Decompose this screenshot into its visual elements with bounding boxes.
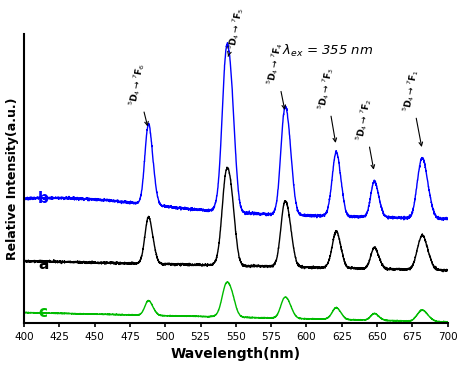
- Text: $^5$D$_4$$\rightarrow$$^7$F$_6$: $^5$D$_4$$\rightarrow$$^7$F$_6$: [126, 61, 148, 125]
- Text: $\lambda_{ex}$ = 355 nm: $\lambda_{ex}$ = 355 nm: [282, 43, 374, 59]
- Text: a: a: [38, 257, 49, 272]
- Text: $^5$D$_4$$\rightarrow$$^7$F$_2$: $^5$D$_4$$\rightarrow$$^7$F$_2$: [354, 97, 375, 168]
- Y-axis label: Relative Intensity(a.u.): Relative Intensity(a.u.): [6, 97, 19, 260]
- Text: c: c: [38, 305, 47, 320]
- Text: b: b: [38, 191, 49, 206]
- Text: $^5$D$_4$$\rightarrow$$^7$F$_5$: $^5$D$_4$$\rightarrow$$^7$F$_5$: [225, 6, 246, 57]
- X-axis label: Wavelength(nm): Wavelength(nm): [171, 348, 301, 361]
- Text: $^5$D$_4$$\rightarrow$$^7$F$_1$: $^5$D$_4$$\rightarrow$$^7$F$_1$: [400, 68, 423, 146]
- Text: $^5$D$_4$$\rightarrow$$^7$F$_4$: $^5$D$_4$$\rightarrow$$^7$F$_4$: [265, 41, 286, 109]
- Text: $^5$D$_4$$\rightarrow$$^7$F$_3$: $^5$D$_4$$\rightarrow$$^7$F$_3$: [316, 66, 337, 142]
